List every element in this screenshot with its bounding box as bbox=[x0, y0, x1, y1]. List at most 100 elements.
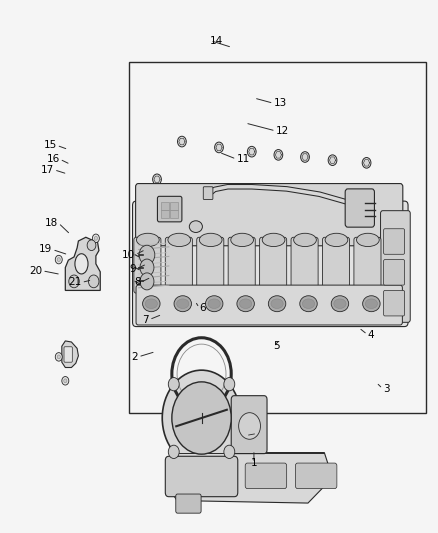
FancyBboxPatch shape bbox=[197, 237, 224, 293]
FancyBboxPatch shape bbox=[295, 463, 337, 489]
FancyBboxPatch shape bbox=[64, 347, 72, 362]
Ellipse shape bbox=[363, 296, 380, 312]
Text: 2: 2 bbox=[131, 352, 138, 362]
FancyBboxPatch shape bbox=[291, 237, 318, 293]
Circle shape bbox=[362, 158, 371, 168]
Ellipse shape bbox=[143, 296, 160, 312]
Text: 10: 10 bbox=[122, 250, 135, 260]
Ellipse shape bbox=[262, 233, 285, 247]
FancyBboxPatch shape bbox=[136, 183, 403, 246]
Ellipse shape bbox=[168, 377, 179, 391]
Circle shape bbox=[162, 370, 241, 466]
FancyBboxPatch shape bbox=[231, 395, 267, 454]
Circle shape bbox=[172, 382, 231, 454]
Circle shape bbox=[139, 245, 155, 264]
Text: 1: 1 bbox=[251, 458, 257, 468]
Ellipse shape bbox=[365, 299, 378, 309]
Ellipse shape bbox=[240, 299, 252, 309]
Ellipse shape bbox=[224, 445, 235, 458]
Text: 15: 15 bbox=[43, 140, 57, 150]
Circle shape bbox=[62, 376, 69, 385]
Text: 4: 4 bbox=[367, 329, 374, 340]
FancyBboxPatch shape bbox=[381, 211, 410, 322]
Polygon shape bbox=[169, 453, 332, 503]
Circle shape bbox=[94, 237, 97, 240]
FancyBboxPatch shape bbox=[133, 201, 408, 327]
Text: 16: 16 bbox=[46, 154, 60, 164]
Text: 6: 6 bbox=[199, 303, 206, 313]
FancyBboxPatch shape bbox=[228, 237, 255, 293]
Circle shape bbox=[215, 142, 223, 153]
Polygon shape bbox=[62, 341, 78, 368]
Ellipse shape bbox=[224, 377, 235, 391]
Ellipse shape bbox=[237, 296, 254, 312]
FancyBboxPatch shape bbox=[170, 202, 177, 209]
Text: 12: 12 bbox=[276, 126, 289, 136]
Text: 18: 18 bbox=[45, 218, 58, 228]
Ellipse shape bbox=[268, 296, 286, 312]
Ellipse shape bbox=[293, 233, 316, 247]
Circle shape bbox=[92, 234, 99, 243]
Text: 19: 19 bbox=[39, 245, 52, 254]
Text: 21: 21 bbox=[68, 278, 81, 287]
FancyBboxPatch shape bbox=[345, 189, 374, 227]
Circle shape bbox=[88, 275, 99, 288]
FancyBboxPatch shape bbox=[134, 237, 161, 293]
Ellipse shape bbox=[325, 233, 348, 247]
FancyBboxPatch shape bbox=[170, 210, 177, 217]
Circle shape bbox=[140, 273, 154, 290]
Ellipse shape bbox=[334, 299, 346, 309]
FancyBboxPatch shape bbox=[161, 210, 169, 217]
Circle shape bbox=[57, 355, 60, 359]
FancyBboxPatch shape bbox=[161, 202, 169, 209]
FancyBboxPatch shape bbox=[354, 237, 381, 293]
Text: 8: 8 bbox=[134, 278, 141, 287]
Ellipse shape bbox=[331, 296, 349, 312]
Circle shape bbox=[57, 257, 60, 262]
Circle shape bbox=[247, 147, 256, 157]
Circle shape bbox=[177, 136, 186, 147]
Circle shape bbox=[140, 259, 154, 276]
Ellipse shape bbox=[231, 233, 254, 247]
FancyBboxPatch shape bbox=[203, 187, 213, 199]
Ellipse shape bbox=[357, 233, 379, 247]
Ellipse shape bbox=[189, 221, 202, 232]
Text: 9: 9 bbox=[129, 264, 136, 274]
Text: 13: 13 bbox=[274, 98, 287, 108]
Circle shape bbox=[239, 413, 261, 439]
Ellipse shape bbox=[302, 299, 314, 309]
Circle shape bbox=[55, 353, 62, 361]
Bar bbox=[130, 62, 426, 413]
Circle shape bbox=[274, 150, 283, 160]
Ellipse shape bbox=[208, 299, 220, 309]
Circle shape bbox=[55, 255, 62, 264]
Text: 14: 14 bbox=[210, 36, 223, 45]
Text: 20: 20 bbox=[29, 266, 42, 276]
Circle shape bbox=[249, 432, 252, 436]
FancyBboxPatch shape bbox=[176, 494, 201, 513]
Ellipse shape bbox=[177, 299, 189, 309]
Ellipse shape bbox=[199, 233, 222, 247]
FancyBboxPatch shape bbox=[322, 237, 350, 293]
Circle shape bbox=[247, 430, 254, 438]
FancyBboxPatch shape bbox=[165, 456, 238, 497]
Ellipse shape bbox=[174, 296, 191, 312]
Circle shape bbox=[328, 155, 337, 165]
Ellipse shape bbox=[271, 299, 283, 309]
Ellipse shape bbox=[168, 233, 191, 247]
Ellipse shape bbox=[75, 254, 88, 274]
FancyBboxPatch shape bbox=[384, 260, 405, 285]
FancyBboxPatch shape bbox=[157, 196, 182, 222]
Circle shape bbox=[300, 152, 309, 163]
Ellipse shape bbox=[168, 445, 179, 458]
Ellipse shape bbox=[300, 296, 317, 312]
FancyBboxPatch shape bbox=[384, 290, 405, 316]
Circle shape bbox=[69, 275, 79, 288]
Ellipse shape bbox=[145, 299, 157, 309]
FancyBboxPatch shape bbox=[136, 285, 403, 325]
Text: 3: 3 bbox=[383, 384, 389, 394]
Text: 5: 5 bbox=[274, 341, 280, 351]
FancyBboxPatch shape bbox=[260, 237, 287, 293]
Circle shape bbox=[64, 379, 67, 383]
Text: 11: 11 bbox=[237, 154, 250, 164]
